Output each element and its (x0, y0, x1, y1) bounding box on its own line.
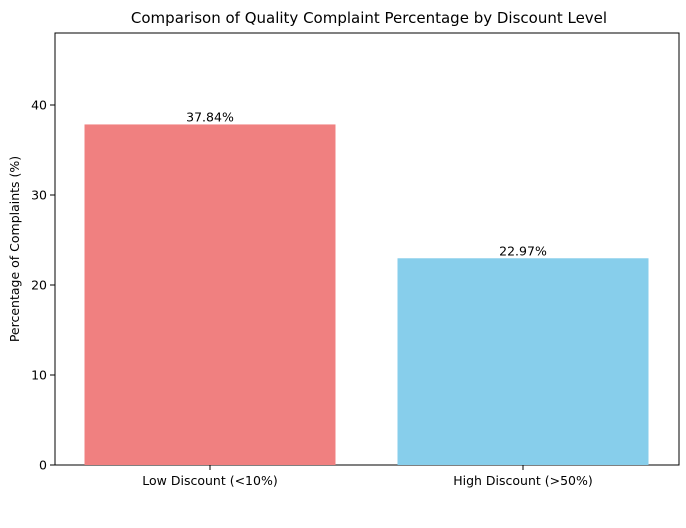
y-axis-label: Percentage of Complaints (%) (7, 156, 22, 342)
y-axis-ticks: 0 10 20 30 40 (31, 98, 55, 473)
y-tick-label: 10 (31, 368, 47, 383)
x-tick-label: Low Discount (<10%) (142, 473, 277, 488)
x-tick-label: High Discount (>50%) (453, 473, 593, 488)
y-tick-label: 30 (31, 188, 47, 203)
y-tick-label: 20 (31, 278, 47, 293)
plot-frame (54, 32, 680, 466)
y-tick-label: 40 (31, 98, 47, 113)
bar-value-label: 22.97% (499, 243, 547, 258)
bar-value-label: 37.84% (186, 109, 234, 124)
plot-area (54, 32, 680, 466)
bars-group: 37.84% 22.97% (84, 109, 649, 465)
x-axis-ticks: Low Discount (<10%) High Discount (>50%) (142, 465, 593, 488)
y-tick-label: 0 (39, 458, 47, 473)
bar (397, 258, 649, 465)
chart-title: Comparison of Quality Complaint Percenta… (131, 9, 607, 27)
bar (84, 124, 336, 465)
